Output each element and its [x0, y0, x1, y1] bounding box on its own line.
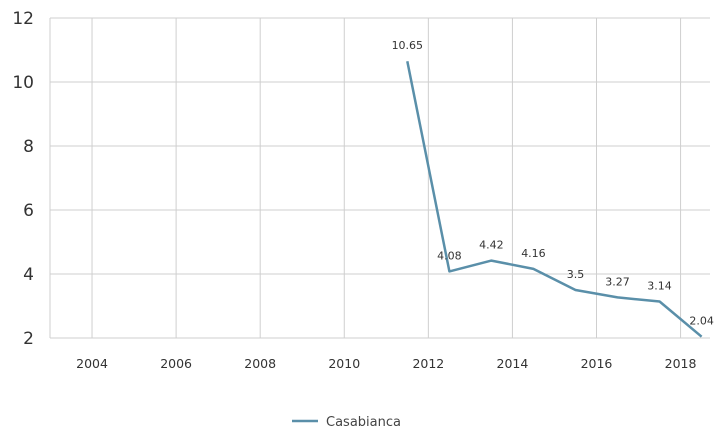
- series-line-casabianca: [406, 60, 703, 338]
- x-tick-label: 2016: [581, 356, 613, 371]
- x-axis-ticks: 2004 2006 2008 2010 2012 2014 2016 2018: [76, 356, 696, 371]
- gridlines: [49, 17, 710, 339]
- x-tick-label: 2018: [665, 356, 697, 371]
- data-label: 3.14: [647, 280, 672, 293]
- data-labels: 10.65 4.08 4.42 4.16 3.5 3.27 3.14 2.04: [392, 39, 714, 328]
- data-label: 4.42: [479, 239, 504, 252]
- y-tick-label: 10: [12, 73, 34, 93]
- y-tick-label: 2: [23, 329, 34, 349]
- y-axis-ticks: 2 4 6 8 10 12: [12, 9, 34, 349]
- data-label: 3.5: [567, 268, 585, 281]
- x-tick-label: 2008: [244, 356, 276, 371]
- x-tick-label: 2010: [328, 356, 360, 371]
- data-label: 2.04: [689, 315, 714, 328]
- data-label: 4.08: [437, 249, 462, 262]
- x-tick-label: 2004: [76, 356, 108, 371]
- y-tick-label: 6: [23, 201, 34, 221]
- y-tick-label: 12: [12, 9, 34, 29]
- y-tick-label: 8: [23, 137, 34, 157]
- legend: Casabianca: [292, 415, 401, 430]
- x-tick-label: 2012: [412, 356, 444, 371]
- x-tick-label: 2006: [160, 356, 192, 371]
- data-label: 10.65: [392, 39, 424, 52]
- x-tick-label: 2014: [497, 356, 529, 371]
- legend-label-casabianca: Casabianca: [326, 415, 401, 430]
- data-label: 3.27: [605, 275, 630, 288]
- series-layer: [406, 60, 703, 338]
- data-label: 4.16: [521, 247, 546, 260]
- y-tick-label: 4: [23, 265, 34, 285]
